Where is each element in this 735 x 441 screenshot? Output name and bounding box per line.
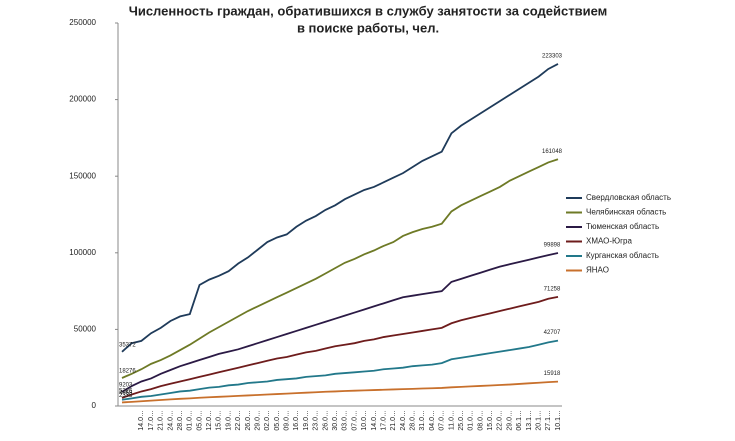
- x-tick-label: 03.0…: [342, 410, 349, 431]
- x-tick-label: 31.0…: [419, 410, 426, 431]
- x-tick-label: 15.0…: [216, 410, 223, 431]
- y-tick-label: 200000: [69, 95, 96, 104]
- x-tick-label: 28.0…: [177, 410, 184, 431]
- legend-label: Свердловская область: [586, 193, 671, 202]
- data-label: 42707: [544, 330, 561, 336]
- x-tick-label: 19.0…: [303, 410, 310, 431]
- chart-title: Численность граждан, обратившихся в служ…: [129, 3, 608, 18]
- x-tick-label: 01.0…: [187, 410, 194, 431]
- x-tick-label: 14.0…: [138, 410, 145, 431]
- x-tick-label: 24.0…: [167, 410, 174, 431]
- x-tick-label: 17.0…: [380, 410, 387, 431]
- data-label: 9203: [119, 382, 133, 388]
- x-tick-label: 05.0…: [196, 410, 203, 431]
- series-line: [121, 339, 559, 401]
- chart-title: в поиске работы, чел.: [297, 20, 439, 35]
- x-tick-label: 06.1…: [516, 410, 523, 431]
- x-tick-label: 14.0…: [371, 410, 378, 431]
- x-tick-label: 10.0…: [361, 410, 368, 431]
- x-tick-label: 26.0…: [245, 410, 252, 431]
- y-tick-label: 150000: [69, 171, 96, 180]
- legend-label: ХМАО-Югра: [586, 237, 632, 246]
- x-tick-label: 27.1…: [545, 410, 552, 431]
- x-tick-label: 28.0…: [410, 410, 417, 431]
- legend-label: Тюменская область: [586, 222, 659, 231]
- data-label: 5326: [119, 388, 133, 394]
- x-tick-label: 21.0…: [390, 410, 397, 431]
- x-tick-label: 25.0…: [458, 410, 465, 431]
- x-tick-label: 22.0…: [235, 410, 242, 431]
- data-label: 18276: [119, 369, 136, 375]
- series-line: [121, 252, 559, 393]
- x-tick-label: 23.0…: [313, 410, 320, 431]
- data-label: 223303: [542, 53, 563, 59]
- x-tick-label: 07.0…: [439, 410, 446, 431]
- data-label: 15918: [544, 371, 561, 377]
- data-label: 99898: [544, 243, 561, 249]
- x-tick-label: 12.0…: [206, 410, 213, 431]
- x-tick-label: 07.0…: [351, 410, 358, 431]
- x-tick-label: 05.0…: [274, 410, 281, 431]
- x-tick-label: 02.0…: [264, 410, 271, 431]
- x-tick-label: 30.0…: [332, 410, 339, 431]
- x-tick-label: 10.1…: [555, 410, 562, 431]
- x-tick-label: 20.1…: [535, 410, 542, 431]
- data-label: 71258: [544, 286, 561, 292]
- data-label: 161048: [542, 149, 563, 155]
- x-tick-label: 21.0…: [158, 410, 165, 431]
- legend-label: Челябинская область: [586, 208, 666, 217]
- series-line: [121, 158, 559, 379]
- y-tick-label: 250000: [69, 18, 96, 27]
- x-tick-label: 09.0…: [284, 410, 291, 431]
- y-tick-label: 50000: [74, 325, 97, 334]
- x-tick-label: 17.0…: [148, 410, 155, 431]
- series-line: [121, 295, 559, 399]
- x-tick-label: 26.0…: [322, 410, 329, 431]
- x-tick-label: 24.0…: [400, 410, 407, 431]
- data-label: 35372: [119, 342, 136, 348]
- x-tick-label: 15.0…: [487, 410, 494, 431]
- series-line: [121, 63, 559, 353]
- data-label: 4059: [119, 390, 133, 396]
- x-tick-label: 22.0…: [497, 410, 504, 431]
- y-tick-label: 100000: [69, 248, 96, 257]
- x-tick-label: 29.0…: [254, 410, 261, 431]
- x-tick-label: 11.0…: [448, 410, 455, 430]
- x-tick-label: 16.0…: [293, 410, 300, 431]
- legend-label: ЯНАО: [586, 266, 609, 275]
- x-tick-label: 29.0…: [506, 410, 513, 431]
- x-tick-label: 19.0…: [225, 410, 232, 431]
- x-tick-label: 08.0…: [477, 410, 484, 431]
- x-tick-label: 01.0…: [468, 410, 475, 431]
- data-label: 2335: [119, 393, 133, 399]
- x-tick-label: 04.0…: [429, 410, 436, 431]
- y-tick-label: 0: [92, 401, 97, 410]
- x-tick-label: 13.1…: [526, 410, 533, 431]
- legend-label: Курганская область: [586, 251, 659, 260]
- series-line: [121, 380, 559, 404]
